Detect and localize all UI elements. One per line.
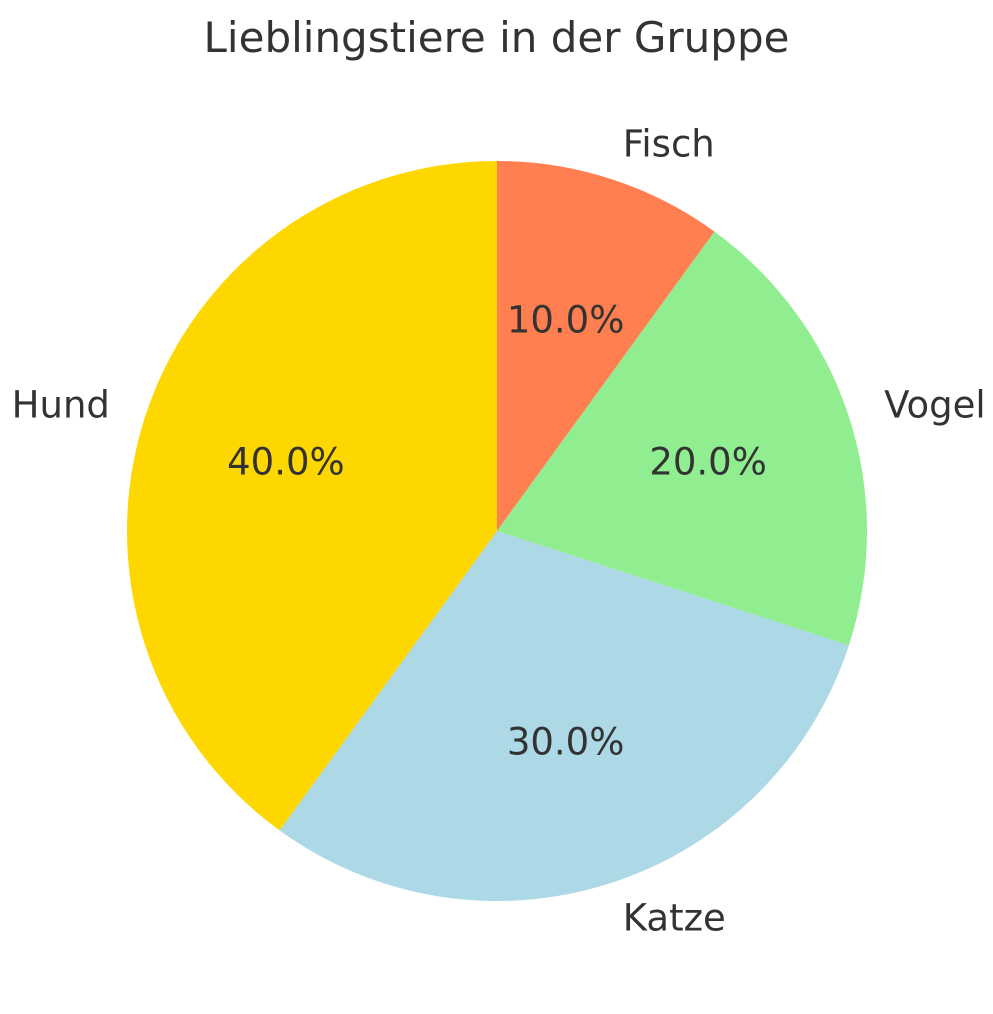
slice-label-vogel: Vogel — [884, 383, 986, 427]
pie-slice-katze — [279, 531, 849, 902]
slice-pct-vogel: 20.0% — [649, 440, 767, 484]
chart-title: Lieblingstiere in der Gruppe — [203, 13, 790, 62]
slice-pct-katze: 30.0% — [506, 720, 625, 764]
slice-pct-fisch: 10.0% — [506, 298, 625, 342]
pie-slice-hund — [126, 161, 497, 831]
pie-slice-fisch — [497, 161, 715, 531]
slice-label-fisch: Fisch — [622, 122, 715, 166]
slice-label-hund: Hund — [11, 383, 110, 427]
slice-pct-hund: 40.0% — [227, 440, 345, 484]
slice-label-katze: Katze — [622, 896, 726, 940]
pie-slice-vogel — [497, 231, 868, 646]
